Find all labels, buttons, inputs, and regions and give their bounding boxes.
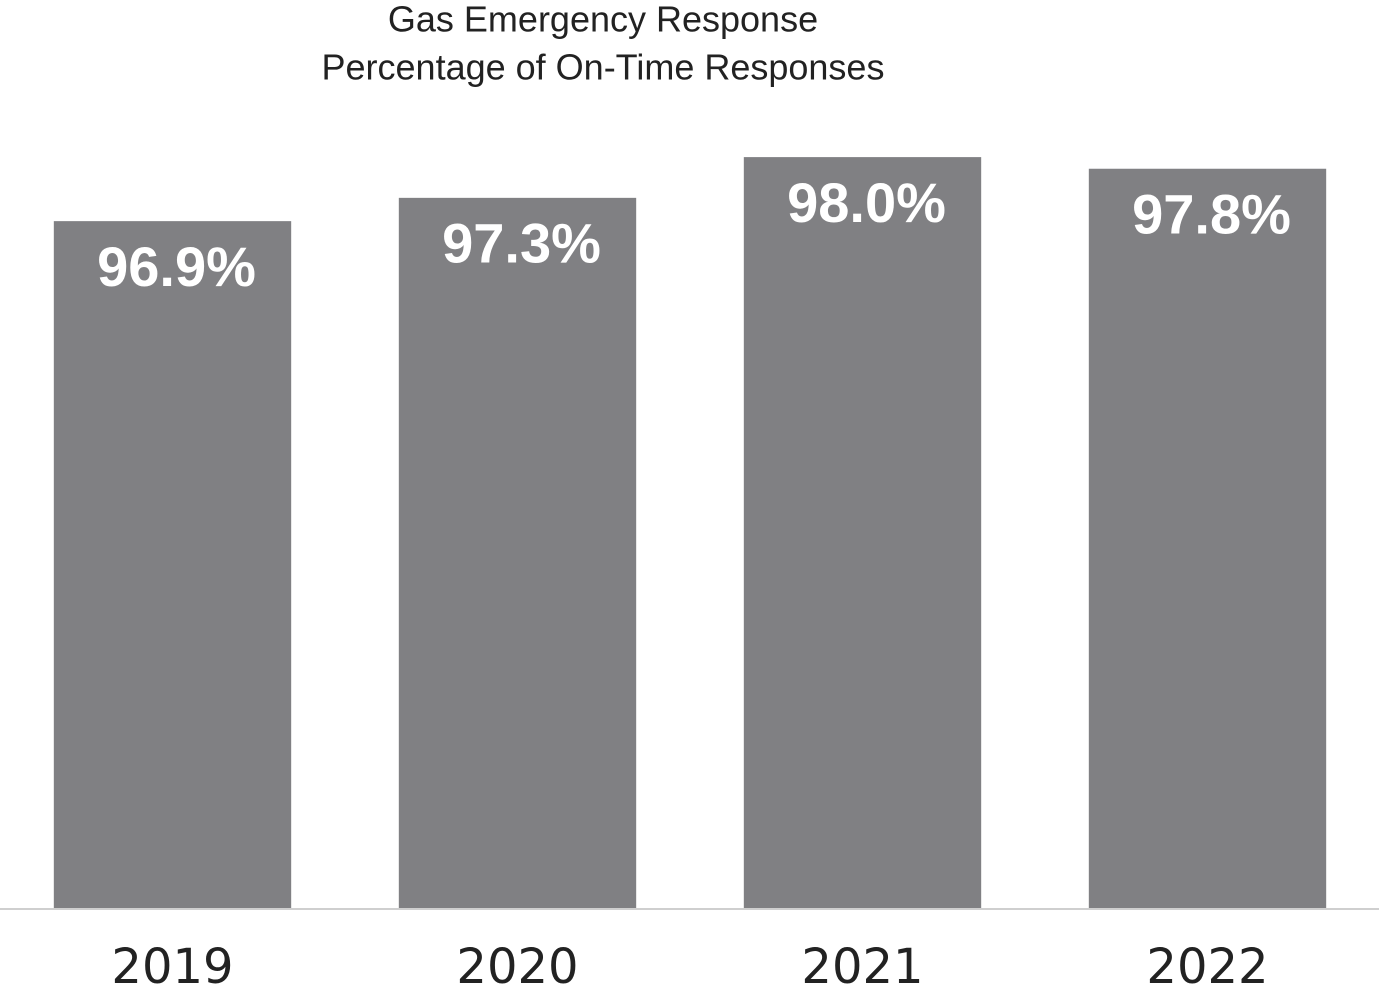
bar (743, 157, 982, 908)
value-label: 97.8% (1132, 183, 1291, 246)
x-tick-label: 2020 (456, 939, 578, 995)
x-tick-label: 2021 (801, 939, 923, 995)
bar (398, 197, 637, 908)
chart-subtitle: Percentage of On-Time Responses (322, 47, 885, 88)
x-tick-label: 2022 (1146, 939, 1268, 995)
chart-title: Gas Emergency Response (388, 0, 818, 40)
value-label: 97.3% (442, 212, 601, 275)
bar (1088, 168, 1327, 908)
value-label: 96.9% (97, 235, 256, 298)
value-label: 98.0% (787, 171, 946, 234)
x-tick-label: 2019 (111, 939, 233, 995)
bar (53, 221, 292, 908)
